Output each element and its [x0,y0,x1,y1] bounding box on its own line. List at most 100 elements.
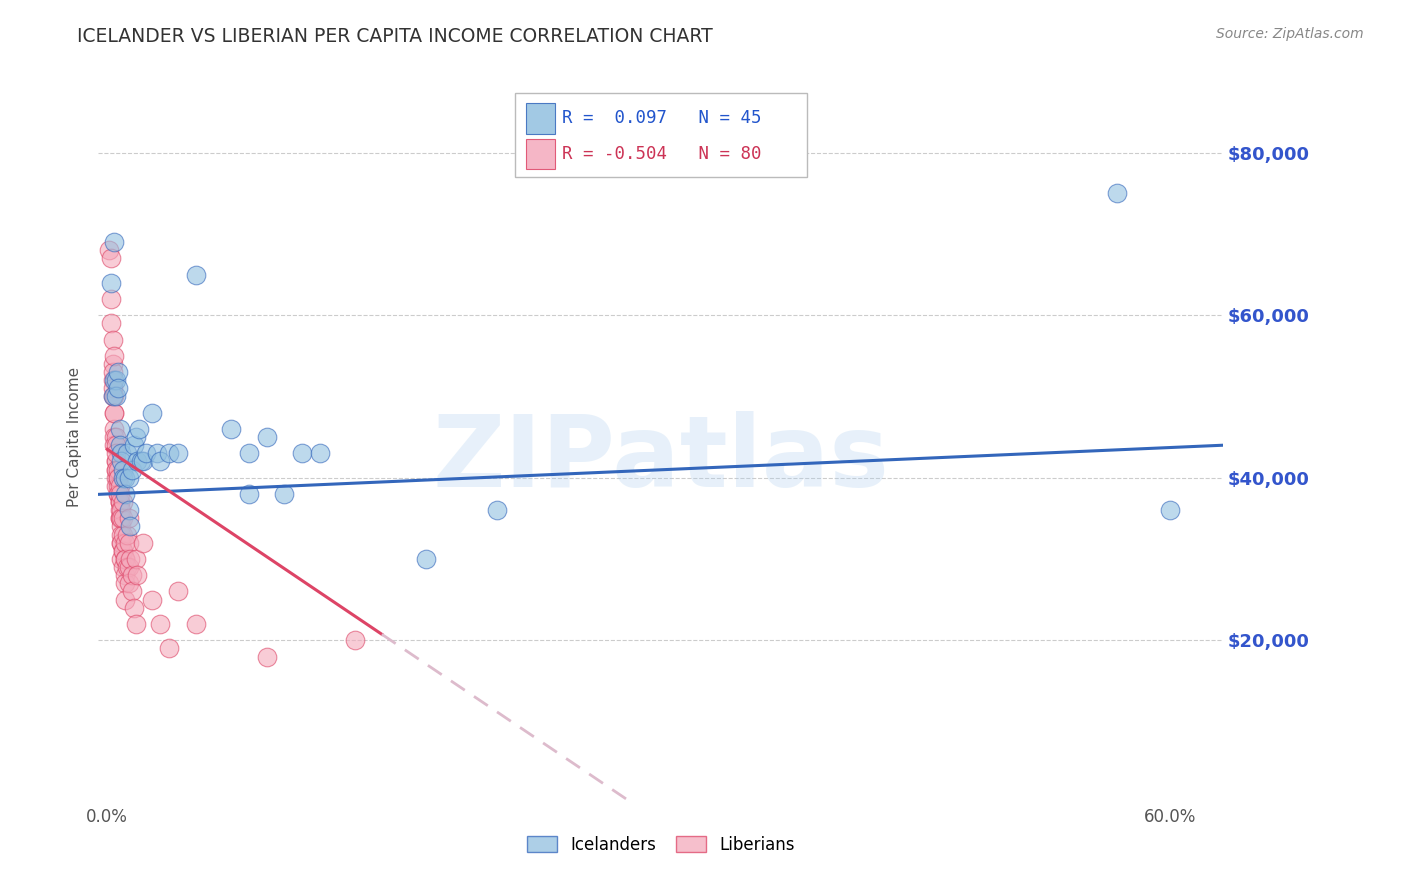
Point [344,633,367,648]
Point [108,511,131,525]
Point [105,471,128,485]
Point [256,649,278,664]
Point [110,535,132,549]
Point [100,316,122,330]
Point [107,471,129,485]
Point [103,422,125,436]
Point [105,446,128,460]
Point [103,438,125,452]
Point [105,462,128,476]
Point [1105,186,1128,201]
Text: ICELANDER VS LIBERIAN PER CAPITA INCOME CORRELATION CHART: ICELANDER VS LIBERIAN PER CAPITA INCOME … [77,27,713,45]
Point [101,357,124,371]
Point [101,373,124,387]
Legend: Icelanders, Liberians: Icelanders, Liberians [520,829,801,860]
Text: Source: ZipAtlas.com: Source: ZipAtlas.com [1216,27,1364,41]
Point [108,503,131,517]
Point [124,430,146,444]
Point [103,406,125,420]
Point [485,503,508,517]
Point [120,519,142,533]
Point [105,454,128,468]
Point [98,243,121,257]
Point [122,600,145,615]
FancyBboxPatch shape [526,103,555,134]
Point [115,446,138,460]
Point [120,552,142,566]
Point [103,349,125,363]
Point [141,592,163,607]
Point [107,471,129,485]
Point [1159,503,1181,517]
Point [415,552,437,566]
Point [121,568,143,582]
Point [101,333,124,347]
Point [157,641,180,656]
Point [238,446,260,460]
Point [122,438,145,452]
Point [308,446,330,460]
Point [112,560,135,574]
Point [103,235,125,249]
Point [110,503,132,517]
Point [114,487,136,501]
Point [117,503,139,517]
Point [105,389,128,403]
Point [149,617,172,632]
Point [110,527,132,541]
Point [115,527,138,541]
Point [114,471,136,485]
Point [124,552,146,566]
Point [121,462,143,476]
Point [124,617,146,632]
Point [117,535,139,549]
Point [100,276,122,290]
Y-axis label: Per Capita Income: Per Capita Income [67,367,83,508]
Point [100,252,122,266]
Point [114,535,136,549]
Point [114,552,136,566]
Point [110,552,132,566]
Point [184,617,207,632]
Point [105,430,128,444]
Point [107,479,129,493]
Point [108,495,131,509]
Text: R = -0.504   N = 80: R = -0.504 N = 80 [562,145,761,163]
Point [117,576,139,591]
Point [117,511,139,525]
Point [108,511,131,525]
Point [105,373,128,387]
Point [107,381,129,395]
Point [112,544,135,558]
Point [117,471,139,485]
Point [108,438,131,452]
Point [103,430,125,444]
Point [112,462,135,476]
Point [112,495,135,509]
Point [121,584,143,599]
Point [149,454,172,468]
Point [105,462,128,476]
Point [157,446,180,460]
Point [101,381,124,395]
Text: R =  0.097   N = 45: R = 0.097 N = 45 [562,109,761,128]
Point [103,406,125,420]
Point [131,535,153,549]
Point [101,389,124,403]
Point [127,568,149,582]
Point [127,454,149,468]
Point [114,576,136,591]
Point [273,487,295,501]
Text: ZIPatlas: ZIPatlas [433,410,889,508]
Point [108,495,131,509]
Point [110,519,132,533]
Point [112,544,135,558]
Point [100,292,122,306]
Point [112,527,135,541]
Point [105,479,128,493]
Point [115,560,138,574]
Point [108,495,131,509]
Point [146,446,169,460]
Point [135,446,157,460]
Point [112,471,135,485]
